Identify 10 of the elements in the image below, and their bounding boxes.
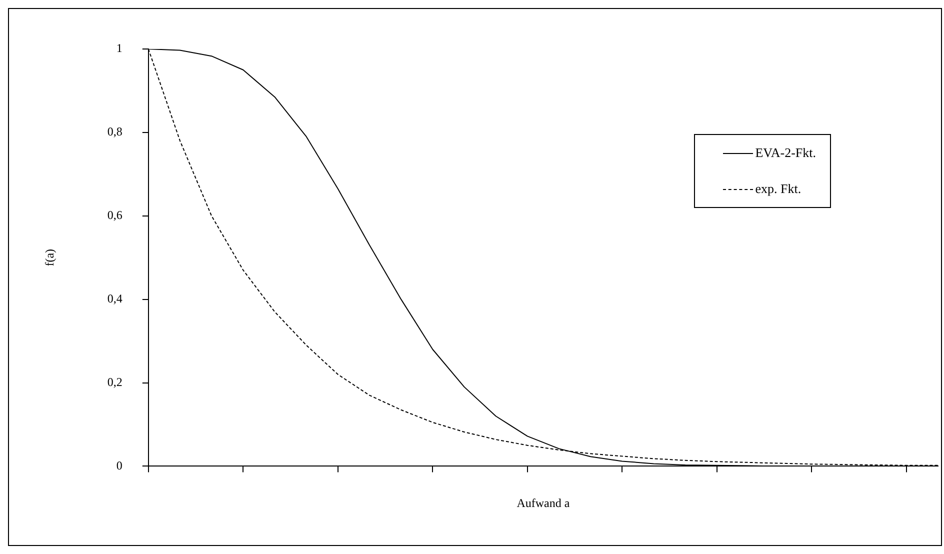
legend-label: exp. Fkt.: [755, 181, 802, 197]
y-tick-label: 0,8: [107, 124, 122, 139]
y-tick-label: 0: [116, 458, 122, 472]
y-tick-label: 1: [116, 41, 122, 56]
y-tick-label: 0,2: [107, 374, 122, 389]
legend-label: EVA-2-Fkt.: [755, 145, 816, 161]
y-axis-title: f(a): [42, 248, 56, 266]
y-tick-label: 0,4: [107, 291, 122, 306]
y-tick-label: 0,6: [107, 208, 122, 222]
x-axis-title: Aufwand a: [516, 496, 570, 510]
